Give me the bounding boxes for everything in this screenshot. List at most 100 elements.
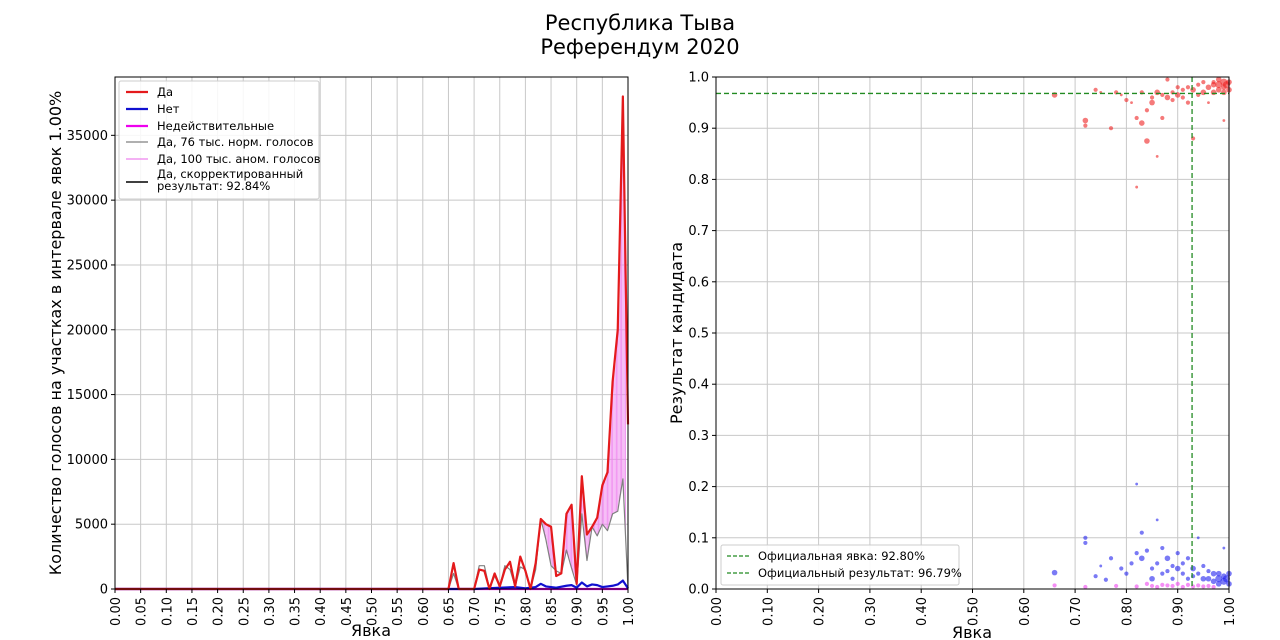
right-y-tick-label: 0.4 xyxy=(688,378,709,393)
left-y-tick-label: 5000 xyxy=(75,518,108,533)
scatter-point-no xyxy=(1160,571,1165,576)
scatter-point-yes xyxy=(1185,100,1191,105)
scatter-point-no xyxy=(1210,578,1217,585)
left-x-tick-label: 0.85 xyxy=(545,597,560,626)
left-chart: 0.00 0.05 0.10 0.15 0.20 0.25 0.30 0.35 0.40 0.45… xyxy=(46,76,637,640)
scatter-point-no xyxy=(1134,551,1139,556)
right-x-axis-label: Явка xyxy=(952,623,992,640)
scatter-point-no xyxy=(1139,530,1144,535)
left-x-axis-label: Явка xyxy=(351,621,391,640)
right-x-tick-label: 0.40 xyxy=(915,597,930,626)
scatter-point-invalid xyxy=(1170,583,1175,589)
scatter-point-invalid xyxy=(1149,583,1155,589)
left-x-tick-label: 0.05 xyxy=(135,597,150,626)
left-x-tick-label: 0.30 xyxy=(263,597,278,626)
left-legend-label: Нет xyxy=(157,102,180,116)
left-x-tick-label: 0.80 xyxy=(519,597,534,626)
left-x-tick-label: 0.25 xyxy=(237,597,252,626)
scatter-point-invalid xyxy=(1180,584,1185,590)
left-y-tick-label: 35000 xyxy=(67,129,108,144)
scatter-point-invalid xyxy=(1185,582,1191,588)
scatter-point-no xyxy=(1170,576,1175,581)
right-y-tick-label: 0.9 xyxy=(688,122,709,137)
right-x-tick-label: 0.50 xyxy=(967,597,982,626)
right-legend-label: Официальный результат: 96.79% xyxy=(758,566,962,580)
left-y-tick-label: 10000 xyxy=(67,453,108,468)
left-x-tick-label: 0.45 xyxy=(340,597,355,626)
scatter-point-yes xyxy=(1124,97,1129,103)
left-x-tick-label: 0.10 xyxy=(160,597,175,626)
scatter-point-invalid xyxy=(1144,581,1150,586)
scatter-point-yes xyxy=(1222,119,1226,122)
scatter-point-yes xyxy=(1211,80,1216,85)
scatter-point-no xyxy=(1155,561,1160,566)
scatter-point-yes xyxy=(1180,95,1185,100)
scatter-point-yes xyxy=(1201,80,1206,85)
left-x-tick-label: 0.50 xyxy=(366,597,381,626)
scatter-point-no xyxy=(1135,482,1139,486)
right-legend-box xyxy=(720,544,960,586)
left-x-tick-label: 0.60 xyxy=(417,597,432,626)
scatter-point-no xyxy=(1200,575,1207,582)
scatter-point-yes xyxy=(1082,117,1089,124)
scatter-point-yes xyxy=(1135,185,1139,189)
scatter-point-no xyxy=(1165,568,1170,574)
scatter-point-no xyxy=(1215,581,1222,587)
scatter-point-no xyxy=(1180,561,1185,566)
left-anomalous-hatch xyxy=(541,96,626,586)
scatter-point-no xyxy=(1160,545,1165,551)
scatter-point-yes xyxy=(1083,123,1088,128)
scatter-point-no xyxy=(1190,565,1196,572)
scatter-point-no xyxy=(1083,535,1088,540)
right-x-tick-label: 0.90 xyxy=(1172,597,1187,626)
scatter-point-yes xyxy=(1165,77,1170,82)
scatter-point-yes xyxy=(1164,94,1171,101)
left-x-tick-label: 1.00 xyxy=(622,597,637,626)
right-y-tick-label: 1.0 xyxy=(688,71,709,86)
scatter-point-no xyxy=(1185,556,1191,561)
scatter-point-no xyxy=(1175,551,1180,556)
scatter-point-yes xyxy=(1144,108,1150,113)
left-x-tick-label: 0.40 xyxy=(314,597,329,626)
scatter-point-no xyxy=(1215,570,1222,577)
left-y-tick-label: 30000 xyxy=(67,194,108,209)
scatter-point-yes xyxy=(1205,84,1212,91)
scatter-point-no xyxy=(1051,569,1058,576)
scatter-point-no xyxy=(1210,570,1217,577)
left-ticks: 0.00 0.05 0.10 0.15 0.20 0.25 0.30 0.35 0.40 0.45… xyxy=(67,129,637,626)
scatter-point-yes xyxy=(1155,154,1159,158)
right-x-tick-label: 0.80 xyxy=(1120,597,1135,626)
scatter-point-invalid xyxy=(1134,584,1139,589)
scatter-point-invalid xyxy=(1160,582,1165,588)
scatter-point-no xyxy=(1180,571,1185,576)
series-line-no xyxy=(115,579,629,591)
right-y-tick-label: 0.7 xyxy=(688,224,709,239)
scatter-point-no xyxy=(1222,575,1230,583)
left-legend-label: Недействительные xyxy=(157,119,274,133)
right-x-tick-label: 0.30 xyxy=(864,597,879,626)
scatter-point-no xyxy=(1196,536,1200,540)
scatter-point-invalid xyxy=(1196,583,1201,588)
right-x-tick-label: 1.00 xyxy=(1223,597,1238,626)
left-legend-label: Да, 76 тыс. норм. голосов xyxy=(157,135,314,149)
left-legend-box xyxy=(118,80,320,200)
scatter-point-no xyxy=(1149,575,1155,582)
scatter-point-no xyxy=(1205,575,1212,582)
scatter-point-yes xyxy=(1149,95,1155,100)
right-ticks: 0.00 0.10 0.20 0.30 0.40 0.50 0.60 0.70 0.80 0.90… xyxy=(688,71,1238,626)
scatter-point-no xyxy=(1108,556,1114,561)
chart-title: Республика Тыва xyxy=(545,11,735,35)
scatter-point-no xyxy=(1083,540,1088,546)
scatter-point-no xyxy=(1174,565,1181,572)
scatter-point-no xyxy=(1144,548,1150,553)
left-x-tick-label: 0.35 xyxy=(289,597,304,626)
scatter-point-invalid xyxy=(1114,583,1119,589)
series-line-yes xyxy=(115,95,630,591)
left-legend-label: Да, 100 тыс. аном. голосов xyxy=(157,152,321,166)
scatter-point-invalid xyxy=(1211,584,1216,590)
scatter-point-invalid xyxy=(1155,584,1160,590)
right-x-tick-label: 0.10 xyxy=(761,597,776,626)
scatter-point-yes xyxy=(1215,87,1222,93)
scatter-point-yes xyxy=(1154,89,1160,96)
